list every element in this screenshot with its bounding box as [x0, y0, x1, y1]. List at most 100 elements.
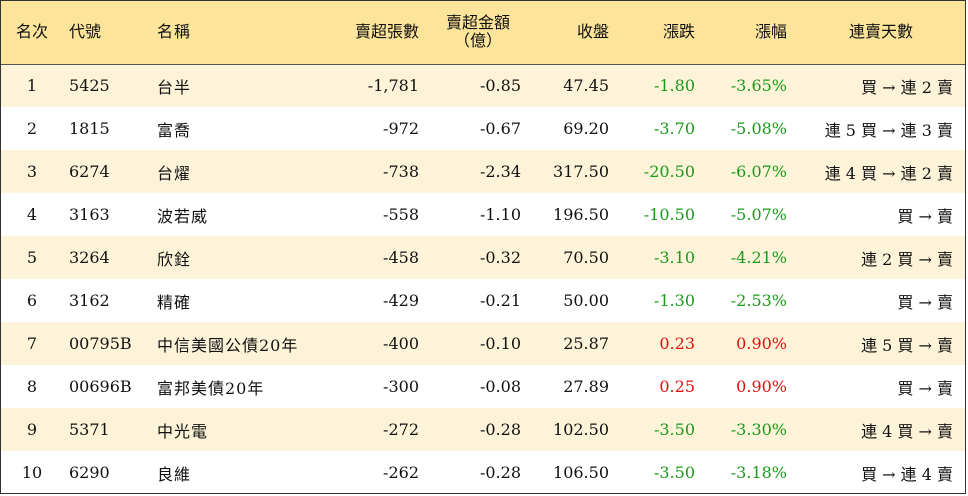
cell-code: 3162 [69, 291, 110, 310]
cell-code: 3163 [69, 205, 110, 224]
cell-name: 精確 [157, 292, 192, 312]
cell-net-sell-amount: -0.21 [479, 291, 521, 310]
cell-code: 5425 [69, 76, 110, 96]
cell-change: -3.50 [653, 420, 695, 439]
cell-close: 106.50 [553, 463, 609, 482]
cell-code: 1815 [69, 119, 110, 138]
header-code[interactable]: 代號 [69, 22, 102, 42]
cell-change: -20.50 [643, 162, 695, 181]
table-row[interactable]: 4 3163 波若威 -558 -1.10 196.50 -10.50 -5.0… [1, 193, 965, 236]
cell-consecutive-days: 買 → 連 4 賣 [861, 464, 953, 484]
cell-rank: 2 [26, 119, 38, 138]
cell-change-pct: -5.07% [730, 205, 787, 224]
cell-net-sell-amount: -0.08 [479, 377, 521, 396]
table-row[interactable]: 7 00795B 中信美國公債20年 -400 -0.10 25.87 0.23… [1, 322, 965, 365]
header-change-pct[interactable]: 漲幅 [754, 22, 787, 42]
header-net-sell-amount-line2: （億） [453, 31, 502, 51]
cell-close: 317.50 [553, 162, 609, 181]
cell-close: 102.50 [553, 420, 609, 439]
cell-change-pct: -3.18% [730, 463, 787, 482]
header-name[interactable]: 名稱 [157, 22, 192, 42]
cell-net-sell-lots: -300 [383, 377, 419, 396]
table-row[interactable]: 9 5371 中光電 -272 -0.28 102.50 -3.50 -3.30… [1, 408, 965, 451]
cell-net-sell-lots: -738 [383, 162, 419, 181]
cell-net-sell-amount: -0.28 [479, 463, 521, 482]
cell-net-sell-amount: -0.67 [479, 119, 521, 138]
cell-name: 中光電 [157, 421, 209, 441]
header-rank[interactable]: 名次 [15, 22, 48, 42]
cell-close: 69.20 [563, 119, 609, 138]
cell-net-sell-amount: -0.10 [479, 334, 521, 353]
cell-rank: 4 [26, 205, 38, 224]
cell-code: 00795B [69, 334, 132, 353]
cell-name: 台燿 [157, 163, 192, 183]
cell-net-sell-amount: -2.34 [479, 162, 521, 181]
cell-change: 0.25 [659, 377, 695, 396]
cell-consecutive-days: 連 2 買 → 賣 [861, 249, 953, 269]
cell-consecutive-days: 連 5 買 → 連 3 賣 [824, 120, 953, 140]
cell-consecutive-days: 買 → 賣 [897, 206, 953, 226]
cell-name: 富喬 [157, 120, 192, 140]
table-row[interactable]: 2 1815 富喬 -972 -0.67 69.20 -3.70 -5.08% … [1, 107, 965, 150]
cell-change: -1.30 [653, 291, 695, 310]
cell-change: -3.70 [653, 119, 695, 138]
table-row[interactable]: 10 6290 良維 -262 -0.28 106.50 -3.50 -3.18… [1, 451, 965, 493]
cell-net-sell-lots: -558 [383, 205, 419, 224]
cell-net-sell-amount: -1.10 [479, 205, 521, 224]
table-row[interactable]: 6 3162 精確 -429 -0.21 50.00 -1.30 -2.53% … [1, 279, 965, 322]
table-row[interactable]: 1 5425 台半 -1,781 -0.85 47.45 -1.80 -3.65… [1, 64, 965, 107]
cell-rank: 3 [26, 162, 38, 181]
cell-rank: 1 [26, 76, 38, 96]
header-net-sell-lots[interactable]: 賣超張數 [354, 22, 419, 42]
cell-code: 00696B [69, 377, 132, 396]
header-consecutive-days[interactable]: 連賣天數 [848, 22, 913, 42]
cell-name: 良維 [157, 464, 192, 484]
cell-close: 196.50 [553, 205, 609, 224]
header-close[interactable]: 收盤 [576, 22, 609, 42]
cell-rank: 7 [26, 334, 38, 353]
table-row[interactable]: 5 3264 欣銓 -458 -0.32 70.50 -3.10 -4.21% … [1, 236, 965, 279]
cell-rank: 5 [26, 248, 38, 267]
cell-net-sell-lots: -1,781 [367, 76, 419, 96]
cell-change-pct: -3.65% [730, 76, 787, 96]
table-header-row: 名次 代號 名稱 賣超張數 賣超金額 （億） 收盤 漲跌 漲幅 連賣天數 [1, 1, 965, 64]
header-change[interactable]: 漲跌 [662, 22, 695, 42]
cell-change-pct: 0.90% [736, 334, 787, 353]
cell-net-sell-lots: -429 [383, 291, 419, 310]
cell-change: 0.23 [659, 334, 695, 353]
cell-net-sell-lots: -458 [383, 248, 419, 267]
cell-change: -3.50 [653, 463, 695, 482]
cell-rank: 8 [26, 377, 38, 396]
cell-name: 欣銓 [157, 249, 192, 269]
cell-rank: 10 [21, 463, 43, 482]
cell-change-pct: 0.90% [736, 377, 787, 396]
cell-net-sell-amount: -0.85 [479, 76, 521, 96]
cell-consecutive-days: 買 → 賣 [897, 292, 953, 312]
table-row[interactable]: 3 6274 台燿 -738 -2.34 317.50 -20.50 -6.07… [1, 150, 965, 193]
cell-code: 3264 [69, 248, 110, 267]
header-net-sell-amount[interactable]: 賣超金額 （億） [427, 1, 529, 64]
cell-net-sell-lots: -972 [383, 119, 419, 138]
cell-change-pct: -5.08% [730, 119, 787, 138]
cell-close: 27.89 [563, 377, 609, 396]
cell-net-sell-amount: -0.32 [479, 248, 521, 267]
cell-name: 波若威 [157, 206, 209, 226]
cell-close: 70.50 [563, 248, 609, 267]
cell-code: 5371 [69, 420, 110, 439]
cell-code: 6274 [69, 162, 110, 181]
cell-net-sell-amount: -0.28 [479, 420, 521, 439]
cell-consecutive-days: 連 5 買 → 賣 [861, 335, 953, 355]
cell-change: -1.80 [653, 76, 695, 96]
cell-name: 台半 [157, 77, 192, 97]
cell-change: -10.50 [643, 205, 695, 224]
cell-consecutive-days: 買 → 連 2 賣 [861, 77, 953, 97]
table-row[interactable]: 8 00696B 富邦美債20年 -300 -0.08 27.89 0.25 0… [1, 365, 965, 408]
cell-code: 6290 [69, 463, 110, 482]
cell-net-sell-lots: -272 [383, 420, 419, 439]
cell-close: 25.87 [563, 334, 609, 353]
cell-name: 中信美國公債20年 [157, 335, 299, 355]
cell-change-pct: -2.53% [730, 291, 787, 310]
cell-close: 50.00 [563, 291, 609, 310]
